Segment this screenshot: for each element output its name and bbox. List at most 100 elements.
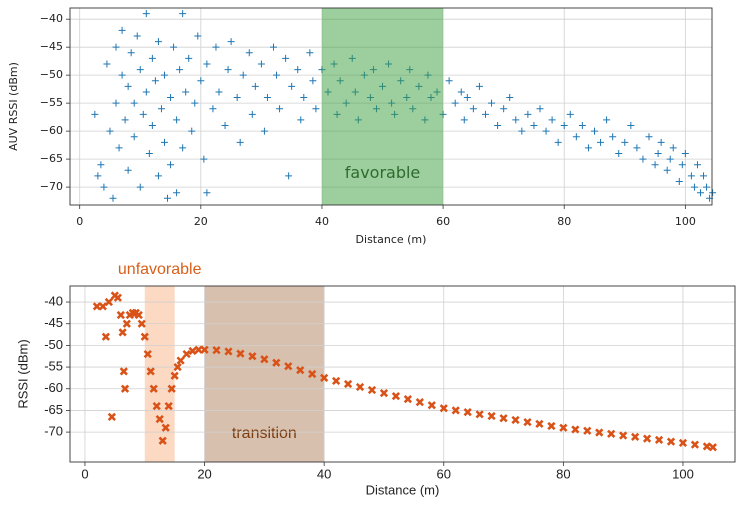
data-point	[176, 66, 184, 74]
data-point	[118, 71, 126, 79]
y-tick-label: −55	[40, 96, 63, 109]
data-point	[523, 417, 532, 427]
data-point	[260, 127, 268, 135]
data-point	[121, 116, 129, 124]
data-point	[639, 155, 647, 163]
data-point	[481, 110, 489, 118]
data-point	[200, 345, 209, 354]
y-tick-label: -55	[44, 359, 63, 374]
data-point	[248, 110, 256, 118]
data-point	[257, 60, 265, 68]
data-point	[160, 71, 168, 79]
x-tick-label: 0	[76, 215, 83, 228]
data-point	[700, 172, 708, 180]
data-point	[512, 116, 520, 124]
data-point	[633, 144, 641, 152]
data-point	[179, 144, 187, 152]
region-label: favorable	[345, 163, 421, 182]
data-point	[251, 82, 259, 90]
data-point	[457, 88, 465, 96]
data-point	[248, 352, 257, 361]
data-point	[487, 411, 496, 421]
data-point	[173, 189, 181, 197]
data-point	[583, 426, 592, 435]
data-point	[687, 172, 695, 180]
data-point	[157, 105, 165, 113]
data-point	[118, 26, 126, 34]
y-axis-label: AUV RSSI (dBm)	[7, 62, 20, 151]
data-point	[203, 189, 211, 197]
data-point	[703, 183, 711, 191]
data-point	[233, 94, 241, 102]
y-tick-label: −40	[40, 12, 63, 25]
data-point	[270, 43, 278, 51]
data-point	[355, 382, 365, 392]
data-point	[276, 105, 284, 113]
y-tick-label: −45	[40, 40, 63, 53]
data-point	[554, 138, 562, 146]
data-point	[142, 88, 150, 96]
data-point	[627, 122, 635, 130]
data-point	[572, 133, 580, 141]
x-tick-label: 20	[197, 466, 211, 481]
data-point	[524, 110, 532, 118]
data-point	[415, 398, 424, 407]
data-point	[170, 371, 179, 380]
data-point	[112, 99, 120, 107]
data-point	[191, 99, 199, 107]
y-tick-label: −50	[40, 68, 63, 81]
data-point	[693, 161, 701, 169]
data-point	[212, 346, 221, 355]
data-point	[696, 189, 704, 197]
data-point	[173, 362, 182, 372]
data-point	[475, 410, 484, 419]
x-tick-label: 100	[675, 215, 696, 228]
shaded-region	[204, 286, 325, 462]
data-point	[176, 356, 185, 365]
data-point	[451, 406, 460, 415]
data-point	[106, 127, 114, 135]
data-point	[272, 358, 281, 367]
data-point	[654, 435, 664, 445]
data-point	[101, 332, 111, 341]
data-point	[164, 401, 173, 411]
data-point	[188, 346, 197, 356]
y-tick-label: -45	[44, 315, 63, 330]
data-point	[260, 355, 269, 364]
data-point	[149, 384, 158, 393]
data-point	[469, 105, 477, 113]
data-point	[161, 423, 170, 432]
data-point	[308, 369, 317, 379]
data-point	[134, 310, 143, 320]
data-point	[312, 105, 320, 113]
x-tick-label: 60	[437, 466, 451, 481]
y-tick-label: -65	[44, 402, 63, 417]
data-point	[197, 77, 205, 85]
data-point	[678, 161, 686, 169]
data-point	[320, 373, 329, 383]
data-point	[709, 189, 717, 197]
data-point	[224, 347, 233, 356]
data-point	[155, 414, 164, 424]
data-point	[160, 138, 168, 146]
data-point	[463, 408, 472, 417]
data-point	[179, 10, 187, 18]
data-point	[182, 349, 191, 359]
y-tick-label: −60	[40, 124, 63, 137]
y-tick-label: −70	[40, 180, 63, 193]
data-point	[621, 138, 629, 146]
data-point	[499, 414, 508, 423]
data-point	[439, 404, 448, 413]
data-point	[167, 161, 175, 169]
data-point	[158, 436, 167, 445]
data-point	[548, 116, 556, 124]
data-point	[154, 172, 162, 180]
x-tick-label: 100	[672, 466, 694, 481]
data-point	[109, 194, 117, 202]
x-tick-label: 40	[315, 215, 329, 228]
data-point	[100, 183, 108, 191]
data-point	[173, 116, 181, 124]
data-point	[133, 32, 141, 40]
data-point	[669, 144, 677, 152]
